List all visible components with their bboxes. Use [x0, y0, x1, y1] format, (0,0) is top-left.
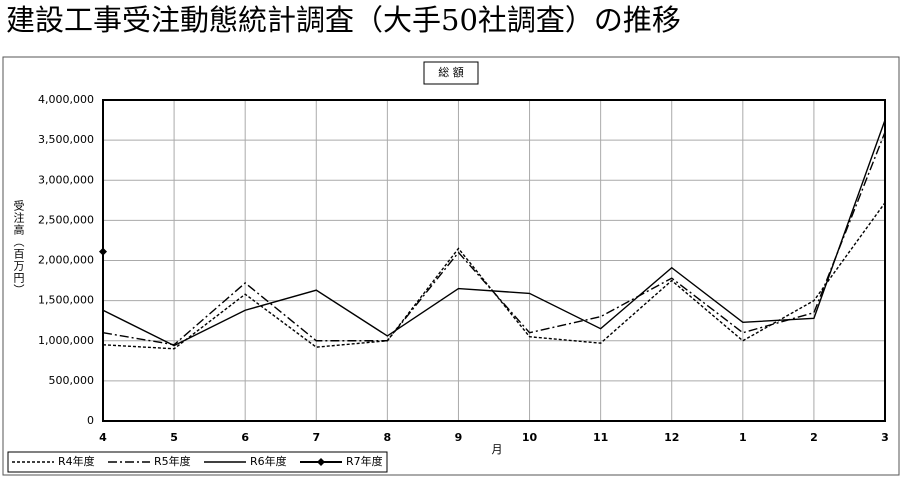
- y-tick-label: 2,500,000: [38, 213, 94, 226]
- series-line: [102, 119, 886, 347]
- x-tick-label: 9: [455, 431, 463, 444]
- x-tick-label: 2: [810, 431, 818, 444]
- series-line: [102, 202, 886, 350]
- chart-subtitle: 総 額: [438, 65, 464, 79]
- legend-box: [7, 451, 388, 473]
- data-point: [99, 247, 107, 256]
- legend-label: R6年度: [250, 454, 287, 468]
- x-tick-label: 8: [384, 431, 392, 444]
- x-tick-label: 12: [664, 431, 679, 444]
- chart-frame: [2, 56, 900, 476]
- y-tick-label: 1,000,000: [38, 334, 94, 347]
- y-tick-label: 4,000,000: [38, 93, 94, 106]
- x-tick-label: 5: [170, 431, 178, 444]
- y-tick-label: 0: [87, 414, 94, 427]
- y-tick-label: 3,500,000: [38, 133, 94, 146]
- y-tick-label: 500,000: [49, 374, 95, 387]
- chart-title: 建設工事受注動態統計調査（大手50社調査）の推移: [6, 3, 681, 37]
- x-tick-label: 1: [739, 431, 747, 444]
- x-tick-label: 10: [522, 431, 538, 444]
- y-tick-label: 3,000,000: [38, 173, 94, 186]
- legend-label: R7年度: [346, 454, 383, 468]
- x-tick-label: 6: [241, 431, 249, 444]
- x-axis-label: 月: [492, 443, 503, 456]
- x-tick-label: 3: [881, 431, 889, 444]
- legend-label: R5年度: [154, 454, 191, 468]
- legend-marker: [317, 458, 325, 466]
- y-axis-label: 受注高（百万円）: [12, 200, 25, 296]
- series-line: [102, 131, 886, 346]
- x-tick-label: 7: [312, 431, 320, 444]
- x-tick-label: 4: [99, 431, 107, 444]
- y-tick-label: 1,500,000: [38, 294, 94, 307]
- x-tick-label: 11: [593, 431, 608, 444]
- y-tick-label: 2,000,000: [38, 254, 94, 267]
- legend-label: R4年度: [58, 454, 95, 468]
- plot-area: [102, 99, 886, 422]
- subtitle-box: [423, 61, 479, 85]
